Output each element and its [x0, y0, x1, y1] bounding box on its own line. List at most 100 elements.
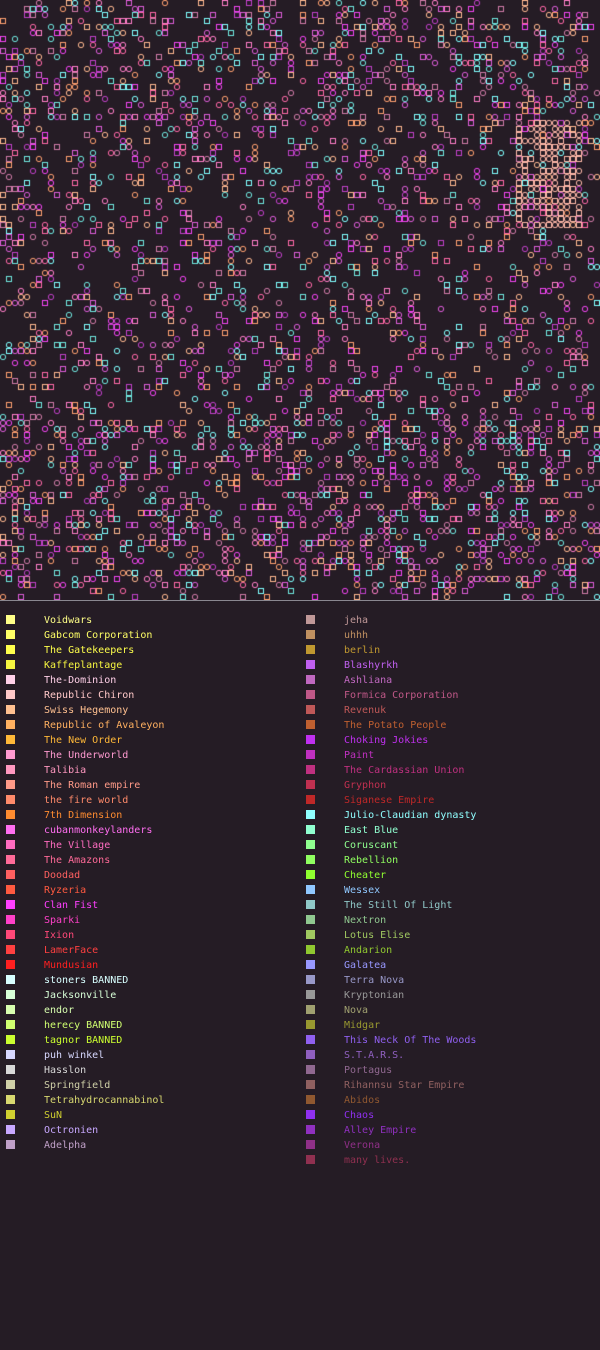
- legend-item[interactable]: The-Dominion: [0, 674, 300, 689]
- legend-item[interactable]: Ixion: [0, 929, 300, 944]
- legend-item[interactable]: jeha: [300, 614, 600, 629]
- legend-item[interactable]: Hasslon: [0, 1064, 300, 1079]
- faction-name: Cheater: [344, 870, 387, 881]
- legend-item[interactable]: LamerFace: [0, 944, 300, 959]
- galaxy-map[interactable]: [0, 0, 600, 600]
- faction-name: Jacksonville: [44, 990, 117, 1001]
- legend-item[interactable]: Chaos: [300, 1109, 600, 1124]
- legend-item[interactable]: Revenuk: [300, 704, 600, 719]
- faction-name: stoners BANNED: [44, 975, 129, 986]
- legend-item[interactable]: Rihannsu Star Empire: [300, 1079, 600, 1094]
- legend-item[interactable]: The Village: [0, 839, 300, 854]
- legend-item[interactable]: the fire world: [0, 794, 300, 809]
- legend-item[interactable]: herecy BANNED: [0, 1019, 300, 1034]
- legend-item[interactable]: The Roman empire: [0, 779, 300, 794]
- legend-item[interactable]: S.T.A.R.S.: [300, 1049, 600, 1064]
- legend-item[interactable]: Abidos: [300, 1094, 600, 1109]
- legend-item[interactable]: Cheater: [300, 869, 600, 884]
- legend-item[interactable]: Mundusian: [0, 959, 300, 974]
- legend-item[interactable]: Portagus: [300, 1064, 600, 1079]
- faction-name: Portagus: [344, 1065, 393, 1076]
- legend-column-left: Voidwars Gabcom Corporation The Gatekeeper…: [0, 614, 300, 1154]
- legend-item[interactable]: Siganese Empire: [300, 794, 600, 809]
- faction-color-swatch: [6, 825, 15, 834]
- legend-item[interactable]: Ryzeria: [0, 884, 300, 899]
- faction-name: 7th Dimension: [44, 810, 123, 821]
- legend-item[interactable]: Alley Empire: [300, 1124, 600, 1139]
- faction-color-swatch: [6, 900, 15, 909]
- faction-color-swatch: [6, 810, 15, 819]
- legend-item[interactable]: Springfield: [0, 1079, 300, 1094]
- legend-item[interactable]: uhhh: [300, 629, 600, 644]
- faction-name: The Underworld: [44, 750, 129, 761]
- legend-item[interactable]: endor: [0, 1004, 300, 1019]
- legend-item[interactable]: Ashliana: [300, 674, 600, 689]
- legend-item[interactable]: Tetrahydrocannabinol: [0, 1094, 300, 1109]
- legend-item[interactable]: Sparki: [0, 914, 300, 929]
- legend-item[interactable]: Choking Jokies: [300, 734, 600, 749]
- faction-color-swatch: [6, 780, 15, 789]
- legend-item[interactable]: stoners BANNED: [0, 974, 300, 989]
- legend-item[interactable]: The Gatekeepers: [0, 644, 300, 659]
- legend-item[interactable]: SuN: [0, 1109, 300, 1124]
- legend-item[interactable]: Wessex: [300, 884, 600, 899]
- legend-item[interactable]: Terra Nova: [300, 974, 600, 989]
- legend-item[interactable]: The Underworld: [0, 749, 300, 764]
- legend-item[interactable]: Republic Chiron: [0, 689, 300, 704]
- legend-item[interactable]: Lotus Elise: [300, 929, 600, 944]
- legend-item[interactable]: tagnor BANNED: [0, 1034, 300, 1049]
- legend-item[interactable]: The Cardassian Union: [300, 764, 600, 779]
- legend-item[interactable]: Andarion: [300, 944, 600, 959]
- faction-color-swatch: [306, 1065, 315, 1074]
- legend-item[interactable]: Gabcom Corporation: [0, 629, 300, 644]
- legend-item[interactable]: The New Order: [0, 734, 300, 749]
- faction-name: Republic of Avaleyon: [44, 720, 165, 731]
- legend-item[interactable]: Jacksonville: [0, 989, 300, 1004]
- legend-item[interactable]: Rebellion: [300, 854, 600, 869]
- faction-color-swatch: [306, 750, 315, 759]
- legend-item[interactable]: Midgar: [300, 1019, 600, 1034]
- legend-item[interactable]: Octronien: [0, 1124, 300, 1139]
- legend-item[interactable]: Blashyrkh: [300, 659, 600, 674]
- legend-item[interactable]: Julio-Claudian dynasty: [300, 809, 600, 824]
- legend-item[interactable]: Coruscant: [300, 839, 600, 854]
- legend-item[interactable]: This Neck Of The Woods: [300, 1034, 600, 1049]
- legend-item[interactable]: The Potato People: [300, 719, 600, 734]
- legend-item[interactable]: The Still Of Light: [300, 899, 600, 914]
- legend-item[interactable]: berlin: [300, 644, 600, 659]
- legend-item[interactable]: Swiss Hegemony: [0, 704, 300, 719]
- legend-item[interactable]: puh winkel: [0, 1049, 300, 1064]
- legend-item[interactable]: Doodad: [0, 869, 300, 884]
- legend-item[interactable]: Galatea: [300, 959, 600, 974]
- legend-item[interactable]: cubanmonkeylanders: [0, 824, 300, 839]
- faction-name: uhhh: [344, 630, 369, 641]
- legend-item[interactable]: Voidwars: [0, 614, 300, 629]
- faction-color-swatch: [306, 975, 315, 984]
- faction-color-swatch: [6, 720, 15, 729]
- legend-item[interactable]: Verona: [300, 1139, 600, 1154]
- legend-item[interactable]: Nextron: [300, 914, 600, 929]
- faction-name: Alley Empire: [344, 1125, 417, 1136]
- faction-name: Ashliana: [344, 675, 393, 686]
- faction-name: Abidos: [344, 1095, 381, 1106]
- legend-item[interactable]: Republic of Avaleyon: [0, 719, 300, 734]
- legend-item[interactable]: 7th Dimension: [0, 809, 300, 824]
- legend-item[interactable]: Paint: [300, 749, 600, 764]
- faction-color-swatch: [6, 660, 15, 669]
- galaxy-map-canvas[interactable]: [0, 0, 600, 600]
- legend-item[interactable]: Kryptonian: [300, 989, 600, 1004]
- legend-item[interactable]: East Blue: [300, 824, 600, 839]
- faction-color-swatch: [306, 885, 315, 894]
- legend-item[interactable]: many lives.: [300, 1154, 600, 1169]
- legend-item[interactable]: Clan Fist: [0, 899, 300, 914]
- legend-item[interactable]: Talibia: [0, 764, 300, 779]
- legend-item[interactable]: Nova: [300, 1004, 600, 1019]
- faction-color-swatch: [6, 1020, 15, 1029]
- faction-name: Coruscant: [344, 840, 399, 851]
- legend-item[interactable]: Gryphon: [300, 779, 600, 794]
- legend-item[interactable]: Formica Corporation: [300, 689, 600, 704]
- legend-item[interactable]: Kaffeplantage: [0, 659, 300, 674]
- legend-item[interactable]: Adelpha: [0, 1139, 300, 1154]
- legend-item[interactable]: The Amazons: [0, 854, 300, 869]
- faction-color-swatch: [306, 615, 315, 624]
